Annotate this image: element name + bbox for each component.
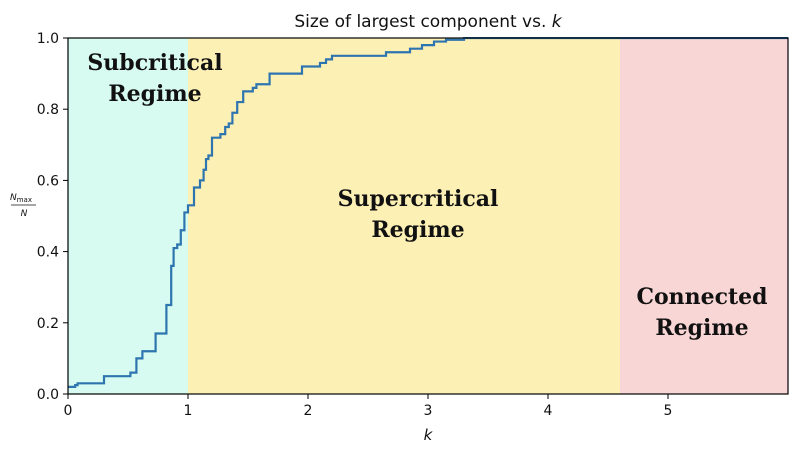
regime-label-0: Subcritical Regime — [87, 50, 222, 107]
x-axis-ticks: 0 1 2 3 4 5 — [64, 394, 673, 419]
chart-title-text: Size of largest component vs. — [294, 12, 551, 32]
y-tick-label-0: 0.0 — [37, 387, 59, 403]
regime-label-2-line-0: Connected — [636, 284, 767, 310]
regime-region-2 — [620, 38, 788, 394]
regime-label-1-line-1: Regime — [371, 217, 464, 243]
regime-label-1-line-0: Supercritical — [338, 186, 499, 212]
regime-label-1: Supercritical Regime — [338, 186, 499, 243]
x-tick-label-1: 1 — [184, 403, 193, 419]
x-axis-label: k — [424, 426, 434, 444]
y-axis-label-numerator-subscript: max — [17, 196, 32, 204]
y-tick-label-5: 1.0 — [37, 31, 59, 47]
series-layer — [68, 37, 788, 388]
regime-region-0 — [68, 38, 188, 394]
y-axis-label-denominator: N — [21, 209, 28, 219]
y-tick-label-2: 0.4 — [37, 245, 59, 261]
regime-label-2-line-1: Regime — [655, 315, 748, 341]
y-tick-label-3: 0.6 — [37, 173, 59, 189]
x-tick-label-3: 3 — [424, 403, 433, 419]
x-tick-label-4: 4 — [544, 403, 553, 419]
x-tick-label-5: 5 — [664, 403, 673, 419]
regime-region-1 — [188, 38, 620, 394]
y-axis-label-numerator-symbol: N — [10, 193, 17, 203]
chart-title: Size of largest component vs. k — [294, 12, 562, 32]
y-axis-label: Nmax N — [10, 193, 36, 219]
x-tick-label-0: 0 — [64, 403, 73, 419]
y-axis-label-numerator: Nmax — [10, 193, 32, 204]
regime-label-2: Connected Regime — [636, 284, 767, 341]
regime-label-0-line-0: Subcritical — [87, 50, 222, 76]
regime-regions — [68, 38, 788, 394]
chart-title-variable: k — [552, 12, 563, 32]
x-tick-label-2: 2 — [304, 403, 313, 419]
series-line-0 — [68, 37, 788, 388]
y-tick-label-4: 0.8 — [37, 102, 59, 118]
regime-label-0-line-1: Regime — [108, 81, 201, 107]
y-axis-ticks: 0.0 0.2 0.4 0.6 0.8 1.0 — [37, 31, 68, 403]
y-tick-label-1: 0.2 — [37, 316, 59, 332]
